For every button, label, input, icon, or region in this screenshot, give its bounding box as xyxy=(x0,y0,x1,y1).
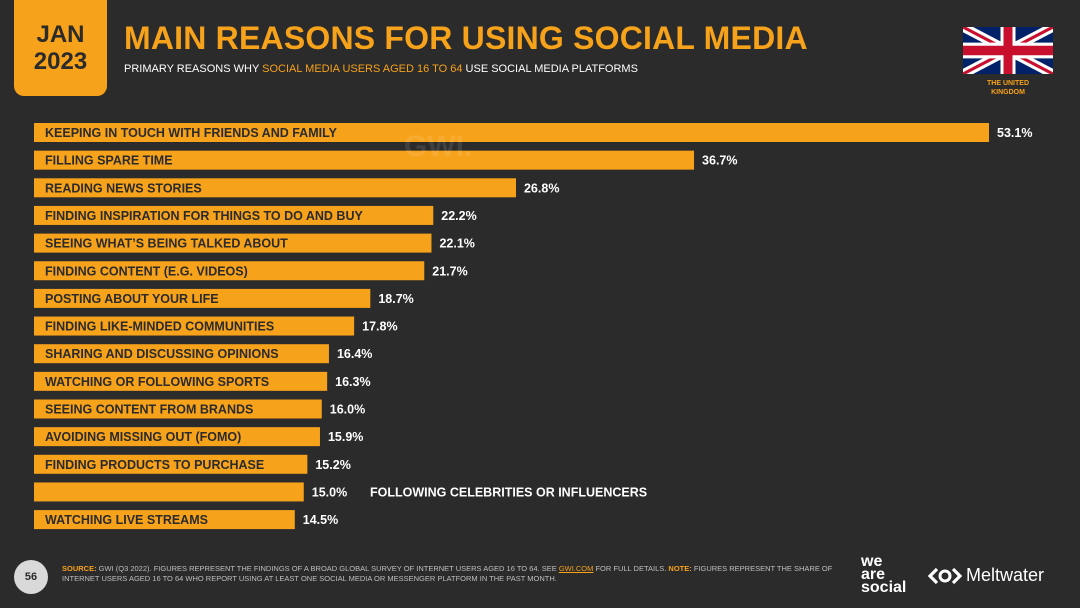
logo-we: we xyxy=(861,553,883,570)
value-label-10: 16.0% xyxy=(330,403,365,417)
source-text: GWI (Q3 2022). FIGURES REPRESENT THE FIN… xyxy=(96,564,559,573)
value-label-2: 26.8% xyxy=(524,181,559,195)
category-label-14: WATCHING LIVE STREAMS xyxy=(45,513,208,527)
subtitle-pre: PRIMARY REASONS WHY xyxy=(124,63,263,75)
page-title: MAIN REASONS FOR USING SOCIAL MEDIA xyxy=(124,20,808,56)
category-label-6: POSTING ABOUT YOUR LIFE xyxy=(45,292,219,306)
bar-9 xyxy=(34,371,328,391)
date-year: 2023 xyxy=(33,48,88,75)
note-text: FIGURES REPRESENT THE SHARE OF INTERNET … xyxy=(62,564,833,583)
country-line-1: THE UNITED xyxy=(987,80,1029,87)
date-month: JAN xyxy=(36,21,85,48)
note-key: NOTE: xyxy=(668,564,692,573)
logo-are: are xyxy=(861,566,886,583)
category-label-2: READING NEWS STORIES xyxy=(45,181,202,195)
category-label-13: FOLLOWING CELEBRITIES OR INFLUENCERS xyxy=(370,485,647,499)
bar-10 xyxy=(34,399,322,419)
value-label-12: 15.2% xyxy=(315,458,350,472)
page-subtitle: PRIMARY REASONS WHY SOCIAL MEDIA USERS A… xyxy=(124,63,638,75)
source-link[interactable]: GWI.COM xyxy=(558,564,594,573)
value-label-8: 16.4% xyxy=(337,347,372,361)
category-label-7: FINDING LIKE-MINDED COMMUNITIES xyxy=(45,320,274,334)
bar-6 xyxy=(34,288,371,308)
category-label-4: SEEING WHAT’S BEING TALKED ABOUT xyxy=(45,237,288,251)
value-label-4: 22.1% xyxy=(439,237,474,251)
gwi-watermark: GWI. xyxy=(404,130,473,163)
subtitle-post: USE SOCIAL MEDIA PLATFORMS xyxy=(462,63,638,75)
value-label-1: 36.7% xyxy=(702,154,737,168)
category-label-3: FINDING INSPIRATION FOR THINGS TO DO AND… xyxy=(45,209,363,223)
bar-5 xyxy=(34,261,425,281)
bar-14 xyxy=(34,510,295,530)
bar-12 xyxy=(34,454,308,474)
meltwater-logo: Meltwater xyxy=(928,565,1044,586)
bar-11 xyxy=(34,427,320,447)
value-label-6: 18.7% xyxy=(378,292,413,306)
bar-2 xyxy=(34,178,516,198)
value-label-7: 17.8% xyxy=(362,320,397,334)
value-label-0: 53.1% xyxy=(997,126,1032,140)
uk-flag-icon xyxy=(963,27,1053,74)
bar-0 xyxy=(34,123,989,142)
meltwater-icon xyxy=(928,567,962,584)
value-label-5: 21.7% xyxy=(432,264,467,278)
category-label-5: FINDING CONTENT (E.G. VIDEOS) xyxy=(45,264,248,278)
bar-8 xyxy=(34,344,329,364)
category-label-1: FILLING SPARE TIME xyxy=(45,154,173,168)
category-label-0: KEEPING IN TOUCH WITH FRIENDS AND FAMILY xyxy=(45,126,338,140)
footnote: SOURCE: GWI (Q3 2022). FIGURES REPRESENT… xyxy=(62,564,837,584)
category-label-12: FINDING PRODUCTS TO PURCHASE xyxy=(45,458,264,472)
category-label-9: WATCHING OR FOLLOWING SPORTS xyxy=(45,375,269,389)
value-label-3: 22.2% xyxy=(441,209,476,223)
category-label-11: AVOIDING MISSING OUT (FOMO) xyxy=(45,430,241,444)
country-line-2: KINGDOM xyxy=(991,89,1025,96)
value-label-13: 15.0% xyxy=(312,485,347,499)
meltwater-wordmark: Meltwater xyxy=(966,565,1045,585)
value-label-11: 15.9% xyxy=(328,430,363,444)
source-key: SOURCE: xyxy=(62,564,97,573)
country-label: THE UNITED KINGDOM xyxy=(958,79,1058,97)
logo-social: social xyxy=(861,579,907,596)
date-badge: JAN 2023 xyxy=(14,0,107,96)
we-are-social-logo: we are social xyxy=(861,553,907,596)
bar-7 xyxy=(34,316,355,336)
bar-1 xyxy=(34,150,695,170)
bar-3 xyxy=(34,205,434,225)
source-after: FOR FULL DETAILS. xyxy=(593,564,669,573)
value-label-14: 14.5% xyxy=(303,513,338,527)
bar-13 xyxy=(34,482,304,502)
category-label-10: SEEING CONTENT FROM BRANDS xyxy=(45,403,253,417)
value-label-9: 16.3% xyxy=(335,375,370,389)
bar-4 xyxy=(34,233,432,253)
category-label-8: SHARING AND DISCUSSING OPINIONS xyxy=(45,347,279,361)
subtitle-highlight: SOCIAL MEDIA USERS AGED 16 TO 64 xyxy=(262,63,463,75)
page-number: 56 xyxy=(14,560,48,594)
